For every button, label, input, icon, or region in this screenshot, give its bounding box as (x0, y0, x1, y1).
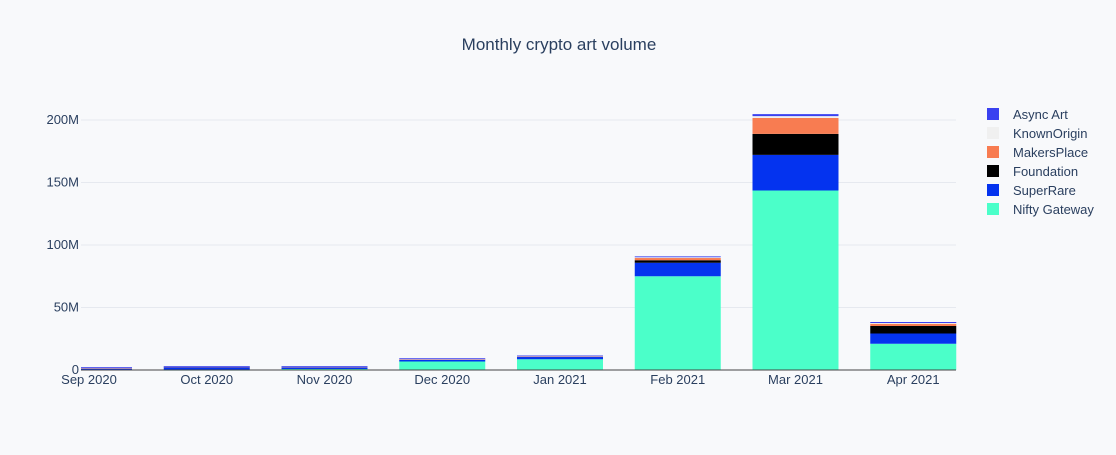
legend-swatch (987, 165, 999, 177)
x-tick-label: Mar 2021 (768, 372, 823, 387)
legend-label: Async Art (1013, 107, 1068, 122)
bar-segment[interactable] (634, 262, 721, 277)
legend: Async Art KnownOrigin MakersPlace Foundatio… (987, 107, 1094, 217)
bar-segment[interactable] (870, 343, 957, 370)
legend-swatch (987, 203, 999, 215)
bar-segment[interactable] (634, 256, 721, 258)
legend-label: KnownOrigin (1013, 126, 1087, 141)
legend-item[interactable]: MakersPlace (987, 145, 1088, 160)
bar-segment[interactable] (163, 366, 250, 367)
bar-segment[interactable] (399, 358, 486, 360)
legend-item[interactable]: SuperRare (987, 183, 1076, 198)
bar-segment[interactable] (752, 116, 839, 118)
y-tick-label: 50M (54, 300, 79, 315)
bar-segment[interactable] (870, 322, 957, 323)
bar-segment[interactable] (634, 257, 721, 259)
x-tick-label: Sep 2020 (61, 372, 117, 387)
legend-swatch (987, 146, 999, 158)
legend-item[interactable]: KnownOrigin (987, 126, 1087, 141)
legend-swatch (987, 127, 999, 139)
bar-segment[interactable] (870, 333, 957, 344)
chart-title: Monthly crypto art volume (462, 35, 657, 54)
bar-segment[interactable] (163, 366, 250, 370)
bar-segment[interactable] (752, 190, 839, 371)
legend-item[interactable]: Async Art (987, 107, 1068, 122)
bar-segment[interactable] (870, 326, 957, 334)
bar-segment[interactable] (634, 276, 721, 370)
bar-segment[interactable] (634, 258, 721, 261)
bar-segment[interactable] (399, 359, 486, 362)
bar-segment[interactable] (752, 154, 839, 191)
bar-segment[interactable] (634, 260, 721, 263)
legend-label: MakersPlace (1013, 145, 1088, 160)
bars-layer (81, 114, 957, 371)
legend-label: SuperRare (1013, 183, 1076, 198)
axis-layer: 0 50M 100M 150M 200M Sep 2020 Oct 2020 Nov 2020… (46, 112, 956, 387)
bar-segment[interactable] (81, 367, 132, 368)
legend-label: Foundation (1013, 164, 1078, 179)
legend-swatch (987, 184, 999, 196)
bar-segment[interactable] (870, 323, 957, 326)
bar-segment[interactable] (81, 368, 132, 370)
x-tick-label: Nov 2020 (297, 372, 353, 387)
x-tick-label: Apr 2021 (887, 372, 940, 387)
x-tick-label: Feb 2021 (650, 372, 705, 387)
bar-segment[interactable] (517, 355, 603, 357)
y-tick-label: 0 (72, 362, 79, 377)
y-tick-label: 200M (46, 112, 79, 127)
bar-segment[interactable] (752, 133, 839, 155)
y-tick-label: 150M (46, 175, 79, 190)
x-tick-label: Dec 2020 (414, 372, 470, 387)
bar-segment[interactable] (752, 114, 839, 117)
x-tick-label: Oct 2020 (180, 372, 233, 387)
bar-segment[interactable] (281, 366, 368, 367)
legend-swatch (987, 108, 999, 120)
bar-segment[interactable] (517, 356, 603, 360)
legend-label: Nifty Gateway (1013, 202, 1094, 217)
bar-segment[interactable] (752, 118, 839, 134)
legend-item[interactable]: Nifty Gateway (987, 202, 1094, 217)
bar-segment[interactable] (399, 361, 486, 371)
legend-item[interactable]: Foundation (987, 164, 1078, 179)
bar-segment[interactable] (870, 323, 957, 324)
bar-segment[interactable] (517, 359, 603, 370)
y-tick-label: 100M (46, 237, 79, 252)
x-tick-label: Jan 2021 (533, 372, 587, 387)
bar-segment[interactable] (281, 367, 368, 369)
